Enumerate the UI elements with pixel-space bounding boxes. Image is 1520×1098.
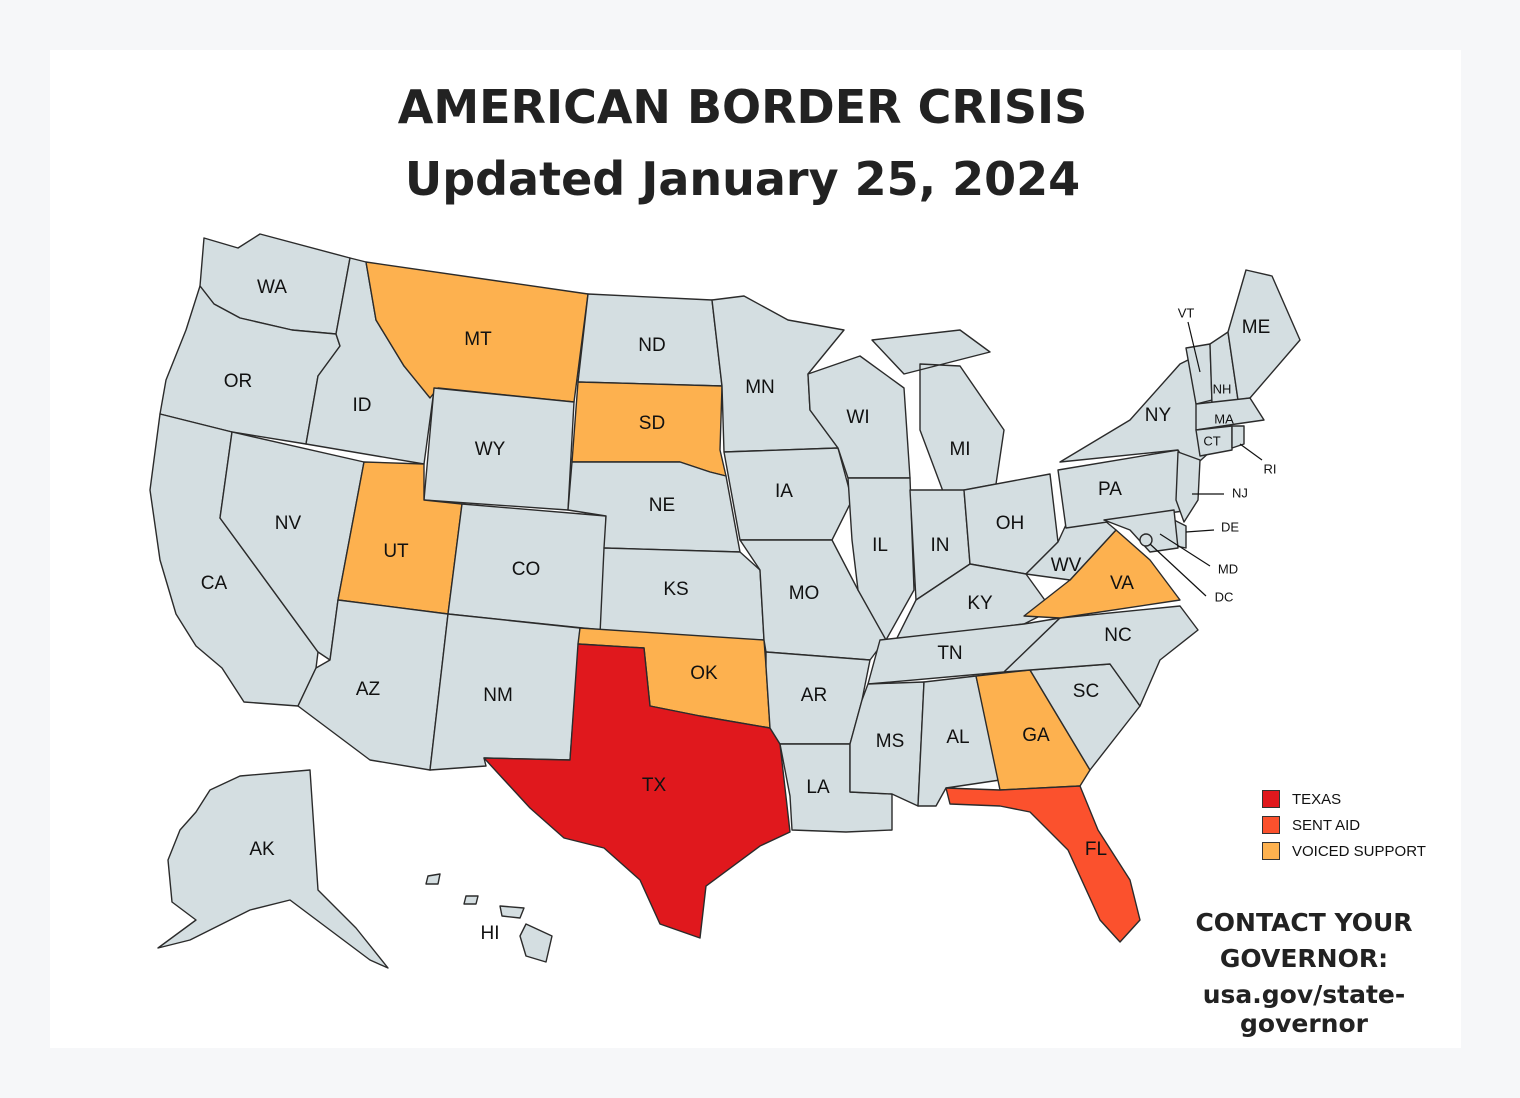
state-md[interactable] [1103, 509, 1179, 553]
label-hi: HI [481, 923, 500, 944]
label-az: AZ [356, 679, 381, 700]
legend-item-texas: TEXAS [1262, 786, 1426, 812]
label-ny: NY [1145, 405, 1172, 426]
state-dc[interactable] [1139, 533, 1153, 547]
label-ri: RI [1264, 461, 1277, 476]
label-dc: DC [1215, 589, 1234, 604]
label-mt: MT [464, 329, 492, 350]
label-il: IL [872, 535, 888, 556]
label-me: ME [1242, 317, 1271, 338]
label-wv: WV [1051, 555, 1082, 576]
label-ma: MA [1214, 411, 1234, 426]
label-co: CO [512, 559, 541, 580]
state-ia[interactable] [723, 447, 853, 541]
label-id: ID [353, 395, 372, 416]
title-line-2: Updated January 25, 2024 [404, 152, 1081, 206]
state-ak[interactable] [157, 769, 389, 969]
label-pa: PA [1098, 479, 1122, 500]
label-sc: SC [1073, 681, 1099, 702]
label-ky: KY [967, 593, 993, 614]
label-or: OR [224, 371, 253, 392]
label-ut: UT [383, 541, 409, 562]
legend-label: VOICED SUPPORT [1292, 842, 1426, 860]
label-ga: GA [1022, 725, 1050, 746]
label-in: IN [931, 535, 950, 556]
legend: TEXAS SENT AID VOICED SUPPORT [1262, 786, 1426, 864]
label-nm: NM [483, 685, 513, 706]
legend-swatch [1262, 816, 1280, 834]
state-ct[interactable] [1195, 425, 1233, 457]
legend-swatch [1262, 842, 1280, 860]
label-ak: AK [249, 839, 275, 860]
label-nd: ND [638, 335, 665, 356]
state-tx[interactable] [483, 643, 791, 939]
label-vt: VT [1178, 305, 1195, 320]
label-ct: CT [1203, 433, 1220, 448]
label-tx: TX [642, 775, 667, 796]
label-ne: NE [649, 495, 675, 516]
legend-item-voiced-support: VOICED SUPPORT [1262, 838, 1426, 864]
label-mn: MN [745, 377, 775, 398]
label-ia: IA [775, 481, 793, 502]
label-nh: NH [1213, 381, 1232, 396]
label-sd: SD [639, 413, 665, 434]
label-tn: TN [937, 643, 962, 664]
label-ks: KS [663, 579, 688, 600]
label-ar: AR [801, 685, 827, 706]
label-ms: MS [876, 731, 905, 752]
legend-item-sent-aid: SENT AID [1262, 812, 1426, 838]
label-la: LA [806, 777, 830, 798]
label-oh: OH [996, 513, 1025, 534]
contact-link[interactable]: usa.gov/state-governor [1202, 980, 1406, 1038]
label-al: AL [946, 727, 969, 748]
label-de: DE [1221, 519, 1239, 534]
state-nc[interactable] [1003, 605, 1199, 707]
label-wy: WY [475, 439, 506, 460]
contact-line-1: CONTACT YOUR [1195, 908, 1413, 937]
label-nc: NC [1104, 625, 1131, 646]
label-va: VA [1110, 573, 1134, 594]
leader-lines [1149, 321, 1263, 597]
label-md: MD [1218, 561, 1238, 576]
state-hi[interactable] [425, 873, 553, 963]
contact-line-2: GOVERNOR: [1219, 944, 1389, 973]
state-ma[interactable] [1195, 397, 1265, 431]
state-nj[interactable] [1175, 451, 1201, 523]
label-wa: WA [257, 277, 287, 298]
label-mo: MO [789, 583, 820, 604]
label-ca: CA [201, 573, 228, 594]
label-fl: FL [1085, 839, 1107, 860]
label-ok: OK [690, 663, 718, 684]
label-nv: NV [275, 513, 302, 534]
state-ri[interactable] [1231, 425, 1245, 449]
legend-label: SENT AID [1292, 816, 1361, 834]
legend-swatch [1262, 790, 1280, 808]
label-wi: WI [846, 407, 869, 428]
title-line-1: AMERICAN BORDER CRISIS [397, 80, 1088, 134]
state-fl[interactable] [945, 785, 1141, 943]
label-nj: NJ [1232, 485, 1248, 500]
legend-label: TEXAS [1292, 790, 1342, 808]
label-mi: MI [949, 439, 970, 460]
